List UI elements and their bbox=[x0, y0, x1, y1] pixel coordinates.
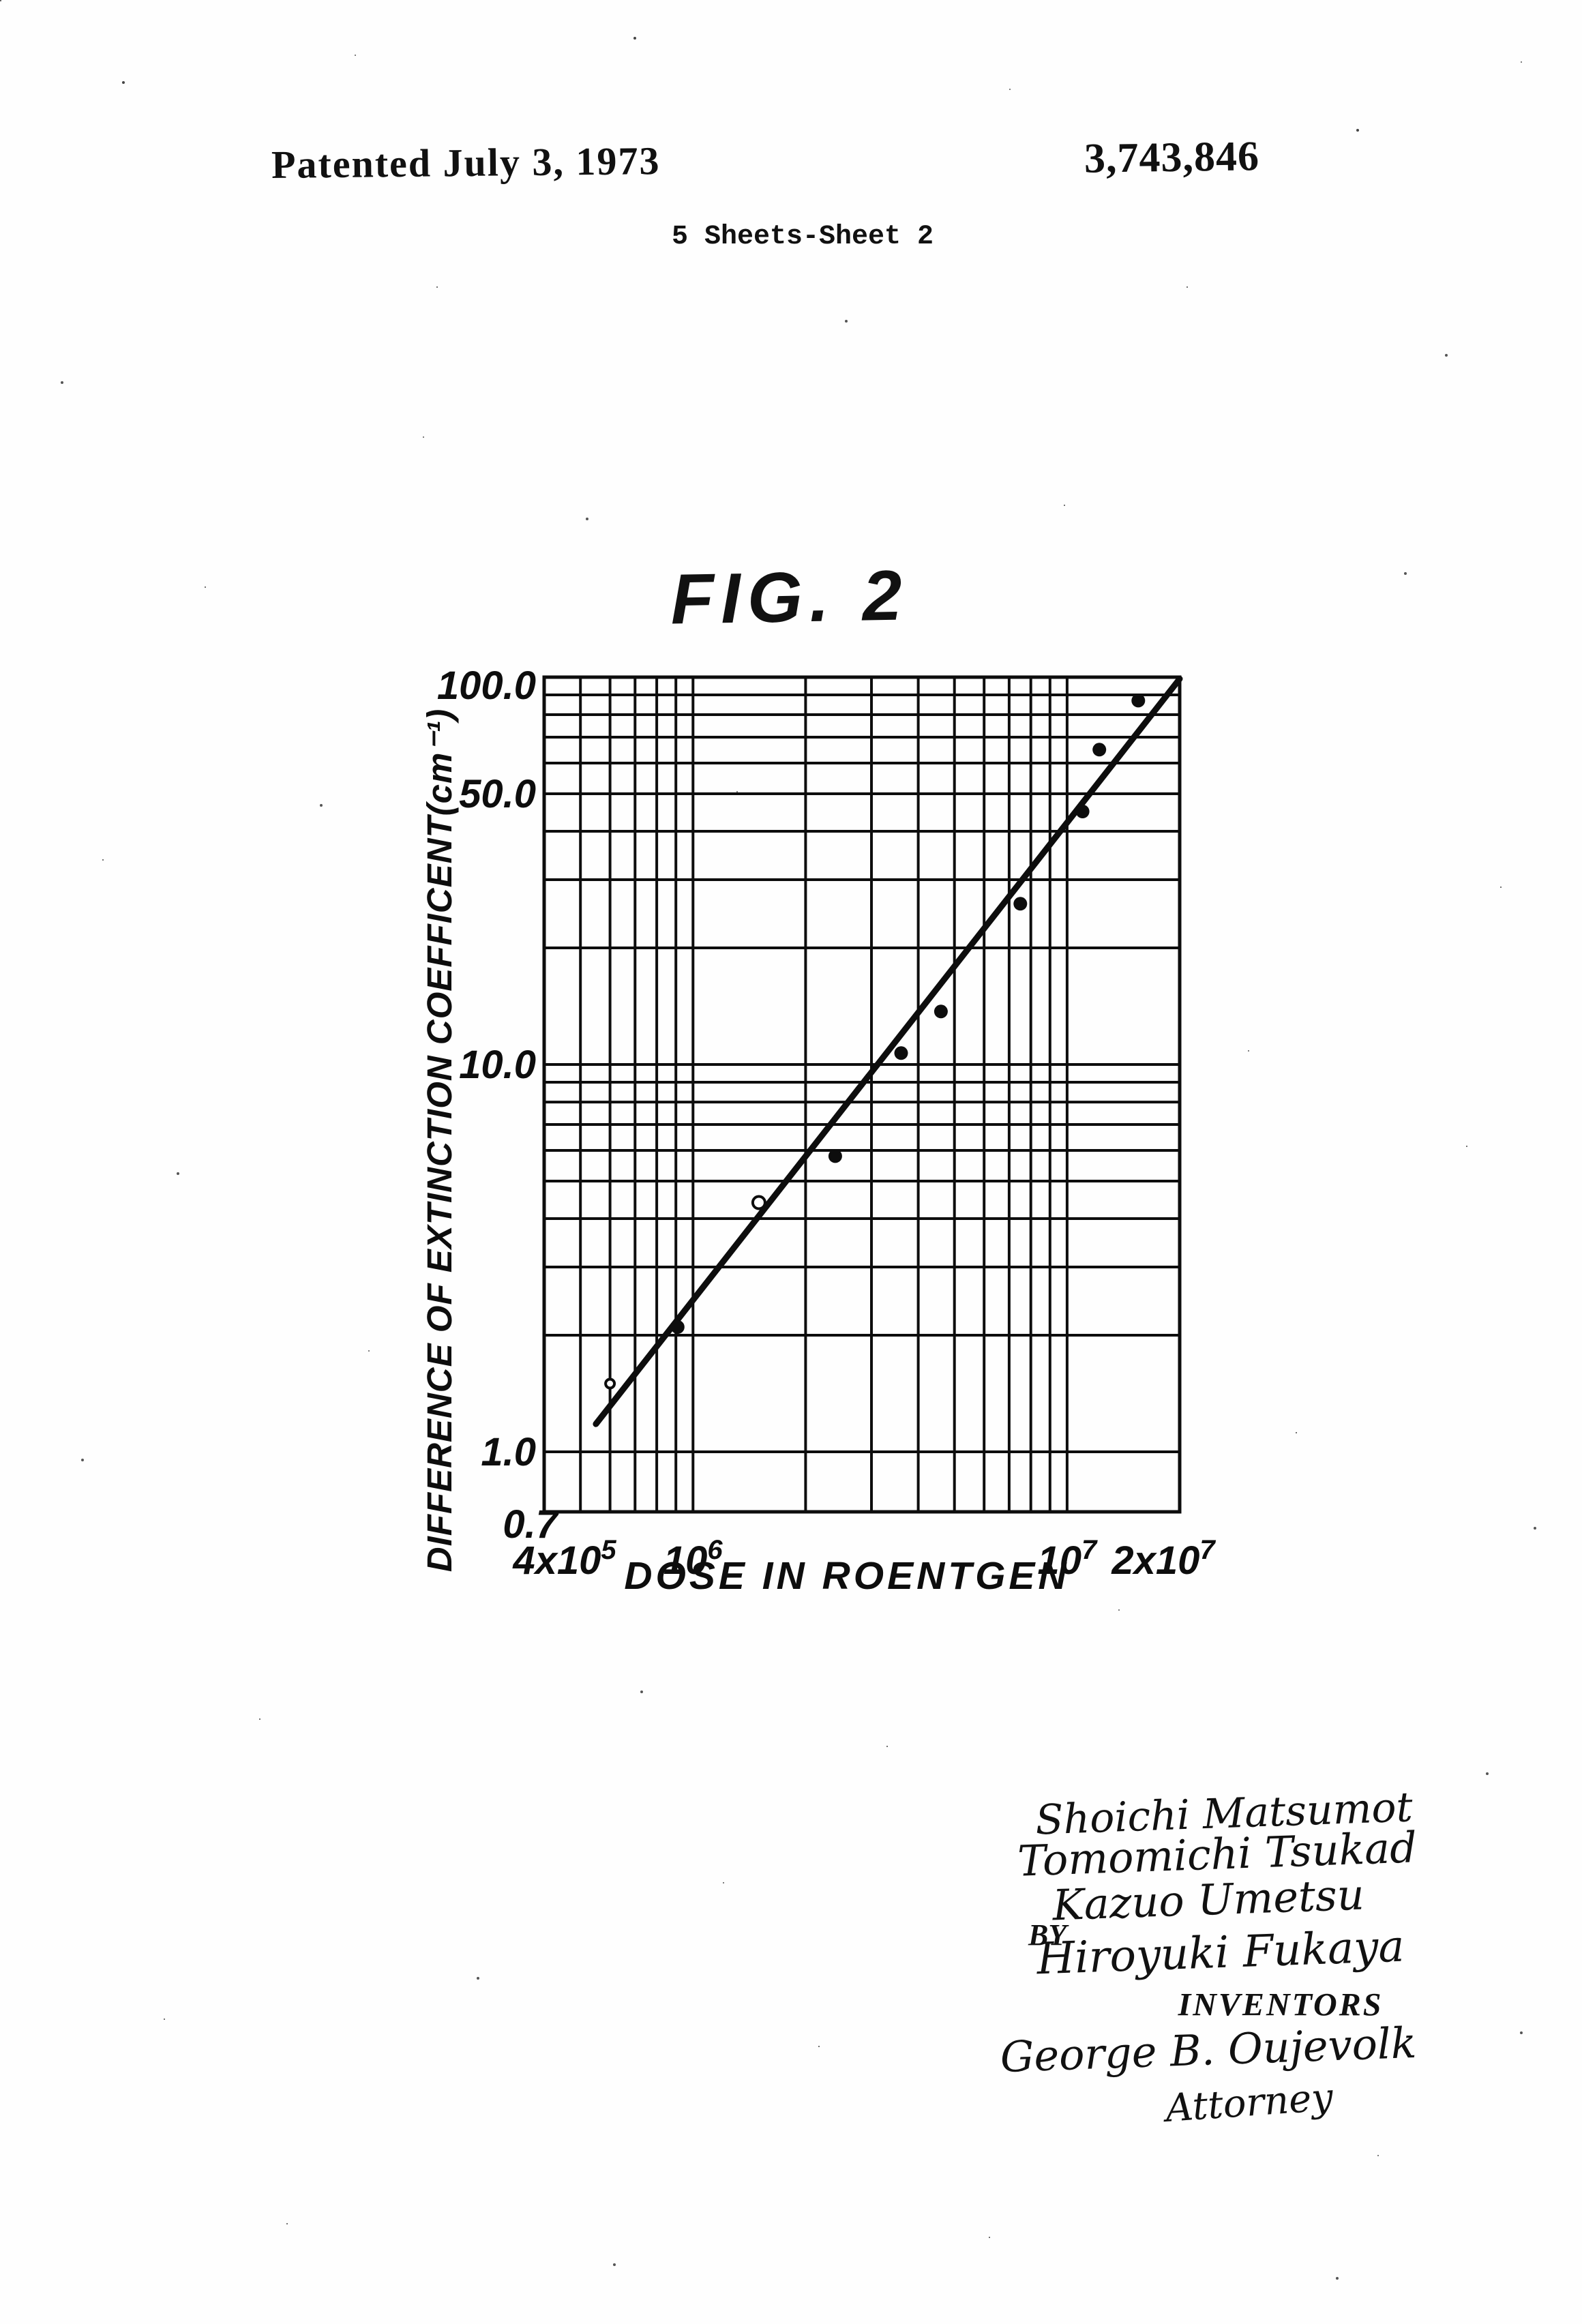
y-tick-label: 10.0 bbox=[459, 1043, 536, 1087]
data-point bbox=[934, 1004, 948, 1019]
x-axis-title: DOSE IN ROENTGEN bbox=[624, 1554, 1069, 1598]
inventors-label: INVENTORS bbox=[1178, 1986, 1384, 2023]
y-tick-label: 50.0 bbox=[459, 772, 536, 816]
data-point bbox=[1092, 743, 1107, 757]
x-tick-label: 2x107 bbox=[1111, 1535, 1216, 1583]
attorney-signature: George B. Oujevolk bbox=[999, 2017, 1418, 2083]
data-point bbox=[670, 1320, 685, 1334]
y-tick-label: 100.0 bbox=[437, 664, 536, 708]
fit-line bbox=[593, 676, 1183, 1427]
data-point bbox=[1131, 694, 1146, 708]
by-label: BY bbox=[1028, 1918, 1067, 1952]
attorney-label: Attorney bbox=[1164, 2075, 1334, 2131]
data-point bbox=[894, 1046, 908, 1060]
data-point bbox=[1075, 805, 1090, 818]
data-point bbox=[1013, 897, 1028, 911]
data-point-open bbox=[604, 1377, 616, 1390]
data-point bbox=[828, 1149, 842, 1163]
scan-noise bbox=[0, 0, 1, 1]
plot-frame bbox=[542, 675, 1182, 1514]
patent-number: 3,743,846 bbox=[1084, 133, 1260, 182]
inventor-signature: Hiroyuki Fukaya bbox=[1036, 1921, 1405, 1985]
sheet-info: 5 Sheets-Sheet 2 bbox=[672, 222, 934, 252]
data-point-open bbox=[751, 1195, 766, 1210]
x-tick-label: 4x105 bbox=[512, 1535, 616, 1583]
y-tick-label: 0.7 bbox=[503, 1502, 559, 1547]
patented-date: Patented July 3, 1973 bbox=[271, 138, 661, 187]
y-axis-title: DIFFERENCE OF EXTINCTION COEFFICENT(cm⁻¹… bbox=[420, 709, 459, 1572]
y-tick-label: 1.0 bbox=[481, 1430, 536, 1474]
inventor-signature: Kazuo Umetsu bbox=[1051, 1869, 1365, 1931]
